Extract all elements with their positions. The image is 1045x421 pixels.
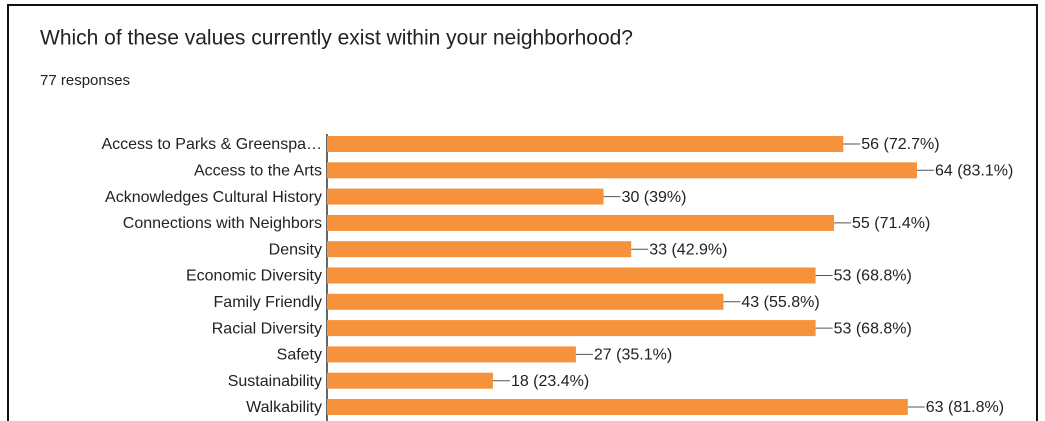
- bar: [327, 162, 917, 179]
- bar: [327, 136, 844, 152]
- category-label: Racial Diversity: [212, 320, 322, 337]
- value-label: 43 (55.8%): [741, 294, 819, 311]
- bar: [327, 293, 724, 310]
- category-label: Acknowledges Cultural History: [105, 189, 322, 206]
- value-label: 63 (81.8%): [926, 399, 1004, 416]
- category-label: Connections with Neighbors: [123, 215, 322, 232]
- bar: [327, 214, 835, 231]
- value-label: 64 (83.1%): [935, 163, 1013, 180]
- category-label: Walkability: [246, 399, 322, 416]
- category-label: Access to the Arts: [194, 163, 322, 180]
- category-label: Family Friendly: [214, 294, 322, 311]
- category-label: Density: [269, 241, 322, 258]
- bar: [327, 346, 576, 363]
- value-label: 27 (35.1%): [594, 347, 672, 364]
- chart-title: Which of these values currently exist wi…: [40, 27, 633, 50]
- value-label: 33 (42.9%): [649, 241, 727, 258]
- bar: [327, 372, 493, 389]
- value-label: 55 (71.4%): [852, 215, 930, 232]
- category-label: Sustainability: [228, 373, 322, 390]
- bar: [327, 188, 604, 205]
- value-label: 53 (68.8%): [834, 320, 912, 337]
- value-label: 30 (39%): [622, 189, 687, 206]
- value-label: 18 (23.4%): [511, 373, 589, 390]
- value-label: 53 (68.8%): [834, 268, 912, 285]
- bar: [327, 320, 816, 337]
- category-label: Access to Parks & Greenspa…: [101, 136, 322, 153]
- bar: [327, 241, 632, 258]
- category-label: Economic Diversity: [186, 268, 322, 285]
- bar: [327, 267, 816, 284]
- value-label: 56 (72.7%): [861, 136, 939, 153]
- subtitle: 77 responses: [40, 72, 130, 89]
- category-label: Safety: [277, 347, 322, 364]
- bar: [327, 399, 908, 415]
